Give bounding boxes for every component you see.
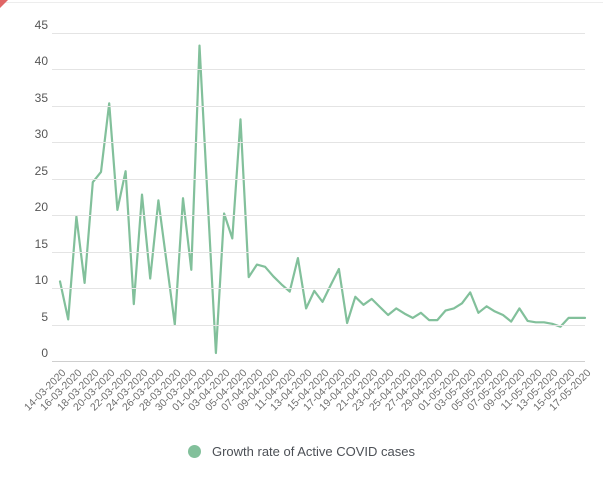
y-gridline: [52, 215, 585, 216]
y-tick-label: 45: [34, 17, 48, 32]
y-tick-label: 35: [34, 90, 48, 105]
data-line: [58, 44, 587, 355]
chart-top-border: [0, 2, 603, 3]
y-tick-label: 30: [34, 127, 48, 141]
y-gridline: [52, 288, 585, 289]
y-tick-label: 10: [34, 273, 48, 287]
y-gridline: [52, 69, 585, 70]
y-tick-label: 15: [34, 236, 48, 251]
legend-marker-icon: [187, 444, 201, 458]
y-gridline: [52, 142, 585, 143]
y-gridline: [52, 178, 585, 180]
y-tick-label: 20: [34, 200, 48, 214]
legend-label: Growth rate of Active COVID cases: [211, 443, 416, 459]
corner-marker-icon: [0, 0, 8, 8]
legend[interactable]: Growth rate of Active COVID cases: [0, 443, 603, 459]
x-axis-line: [52, 361, 585, 362]
y-tick-label: 25: [34, 163, 48, 178]
y-gridline: [52, 251, 585, 253]
y-tick-label: 40: [34, 54, 48, 68]
y-tick-label: 5: [41, 309, 48, 324]
y-tick-label: 0: [41, 346, 48, 360]
y-gridline: [52, 105, 585, 107]
y-gridline: [52, 32, 585, 34]
y-gridline: [52, 324, 585, 326]
